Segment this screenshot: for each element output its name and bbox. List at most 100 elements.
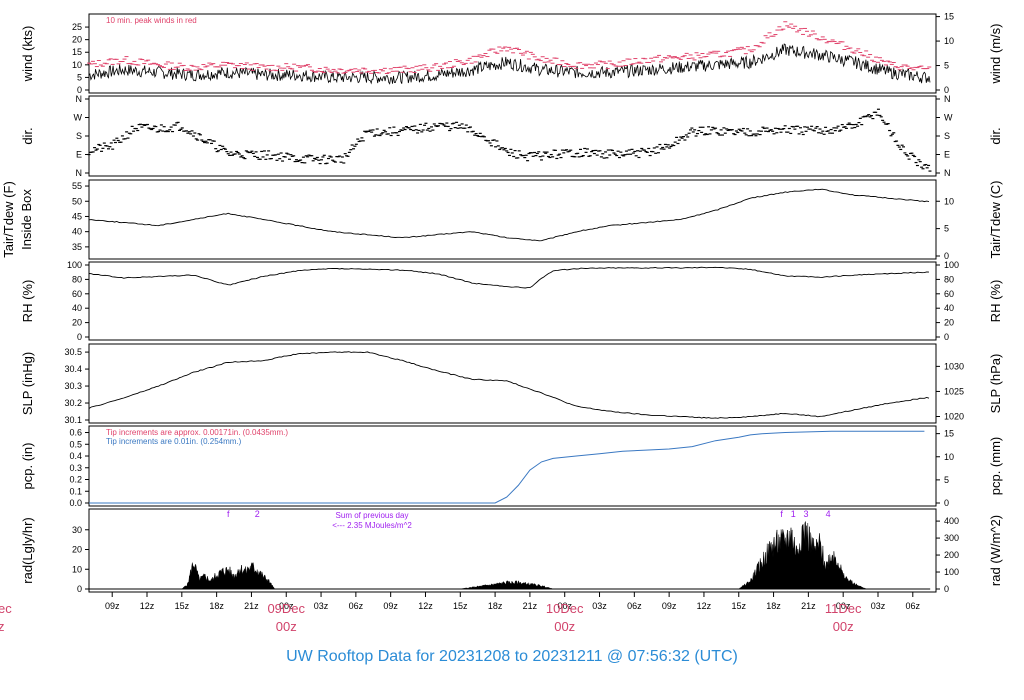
x-tick-label: 06z	[349, 601, 364, 611]
solar-marker: 2	[255, 509, 260, 519]
x-tick-label: 21z	[523, 601, 538, 611]
y-tick-label-right: 5	[944, 61, 949, 71]
y-tick-label-right: 40	[944, 303, 954, 313]
y-axis-label-right: wind (m/s)	[988, 24, 1003, 85]
y-tick-label-right: 1025	[944, 386, 964, 396]
solar-sum-note-1: Sum of previous day	[336, 511, 409, 520]
y-tick-label-right: W	[944, 113, 953, 123]
y-axis-label-left: pcp. (in)	[20, 443, 35, 490]
x-tick-label: 21z	[244, 601, 259, 611]
y-tick-label-left: 10	[72, 60, 82, 70]
y-tick-label-right: 60	[944, 289, 954, 299]
y-tick-label-right: S	[944, 131, 950, 141]
y-axis-label-right: RH (%)	[988, 280, 1003, 323]
x-date-label: 10Dec	[546, 601, 584, 616]
y-tick-label-left: 30.4	[64, 364, 82, 374]
y-axis-label-left: RH (%)	[20, 280, 35, 323]
pressure-series	[88, 351, 930, 419]
y-tick-label-left: 20	[72, 545, 82, 555]
y-tick-label-left: 45	[72, 211, 82, 221]
y-tick-label-left: 0.5	[69, 439, 82, 449]
y-axis-label-left: SLP (inHg)	[20, 352, 35, 415]
panel-frame-humidity	[88, 261, 937, 341]
x-tick-label: 15z	[731, 601, 746, 611]
y-tick-label-right: 300	[944, 533, 959, 543]
x-date-hour-label: 00z	[554, 619, 575, 634]
temperature-series	[88, 188, 930, 242]
y-tick-label-left: 15	[72, 47, 82, 57]
y-tick-label-right: 80	[944, 274, 954, 284]
x-tick-label: 09z	[662, 601, 677, 611]
y-tick-label-right: 100	[944, 260, 959, 270]
y-tick-label-left: 25	[72, 22, 82, 32]
footer-title: UW Rooftop Data for 20231208 to 20231211…	[286, 648, 738, 665]
y-axis-label-right: pcp. (mm)	[988, 437, 1003, 496]
y-tick-label-left: E	[76, 150, 82, 160]
y-tick-label-left: 55	[72, 181, 82, 191]
x-date-label-clipped: ec	[0, 601, 12, 616]
x-tick-label: 06z	[906, 601, 921, 611]
x-tick-label: 03z	[871, 601, 886, 611]
x-tick-label: 12z	[418, 601, 433, 611]
y-tick-label-right: 5	[944, 475, 949, 485]
x-date-hour-label: 00z	[833, 619, 854, 634]
precipitation-series	[89, 430, 925, 504]
y-tick-label-left: 30.3	[64, 381, 82, 391]
panel-frame-direction	[88, 95, 937, 177]
y-tick-label-right: 0	[944, 251, 949, 261]
x-tick-label: 15z	[175, 601, 190, 611]
x-tick-label: 09z	[105, 601, 120, 611]
y-tick-label-right: 15	[944, 429, 954, 439]
x-date-label: 11Dec	[825, 601, 862, 616]
y-axis-label-left: Tair/Tdew (F)	[1, 181, 16, 258]
y-tick-label-left: 50	[72, 196, 82, 206]
y-tick-label-left: 10	[72, 564, 82, 574]
x-tick-label: 15z	[453, 601, 468, 611]
y-tick-label-right: E	[944, 150, 950, 160]
y-tick-label-left: 0.6	[69, 428, 82, 438]
y-tick-label-left: 0.0	[69, 498, 82, 508]
wind-peak-note: 10 min. peak winds in red	[106, 16, 197, 25]
x-tick-label: 12z	[140, 601, 155, 611]
y-tick-label-left: 0	[77, 332, 82, 342]
x-tick-label: 00z	[557, 601, 572, 611]
y-axis-label-left: dir.	[20, 127, 35, 144]
y-tick-label-right: 15	[944, 12, 954, 22]
solar-marker: 4	[826, 509, 831, 519]
y-tick-label-left: 30.1	[64, 415, 82, 425]
y-tick-label-left: 0.3	[69, 463, 82, 473]
y-axis-label-right: dir.	[988, 127, 1003, 144]
y-tick-label-left: 0.4	[69, 451, 82, 461]
y-tick-label-right: 400	[944, 516, 959, 526]
y-tick-label-right: 0	[944, 584, 949, 594]
y-tick-label-left: 35	[72, 242, 82, 252]
y-tick-label-right: N	[944, 94, 951, 104]
y-tick-label-left: 5	[77, 72, 82, 82]
x-tick-label: 12z	[697, 601, 712, 611]
y-tick-label-right: 1020	[944, 412, 964, 422]
x-tick-label: 18z	[766, 601, 781, 611]
y-tick-label-right: 10	[944, 452, 954, 462]
y-tick-label-left: 0.2	[69, 475, 82, 485]
y-tick-label-left: 40	[72, 303, 82, 313]
solar-marker: f	[227, 509, 230, 519]
solar-radiation-area	[181, 521, 867, 590]
solar-sum-note-2: <--- 2.35 MJoules/m^2	[332, 521, 412, 530]
y-axis-label-left: Inside Box	[19, 189, 34, 250]
panel-frame-wind	[88, 13, 937, 94]
x-tick-label: 21z	[801, 601, 816, 611]
y-tick-label-left: 0	[77, 584, 82, 594]
precip-tip-note-1: Tip increments are approx. 0.00171in. (0…	[106, 428, 288, 437]
y-tick-label-left: N	[76, 94, 83, 104]
humidity-series	[88, 266, 930, 289]
y-tick-label-right: 100	[944, 567, 959, 577]
x-tick-label: 18z	[488, 601, 503, 611]
x-tick-label: 18z	[209, 601, 224, 611]
x-tick-label: 03z	[314, 601, 329, 611]
y-axis-label-left: wind (kts)	[20, 26, 35, 83]
y-tick-label-left: 30	[72, 525, 82, 535]
x-date-hour-label: 00z	[276, 619, 297, 634]
y-tick-label-left: 30.5	[64, 347, 82, 357]
y-tick-label-right: 10	[944, 36, 954, 46]
